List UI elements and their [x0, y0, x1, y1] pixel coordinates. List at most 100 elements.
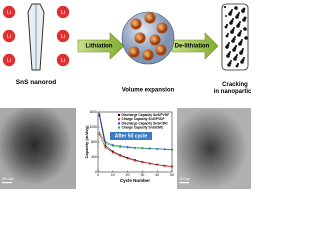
fragment [233, 27, 235, 29]
marker [126, 146, 129, 149]
marker [156, 148, 158, 150]
li-ion [134, 32, 146, 44]
li-ion [149, 34, 161, 46]
y-tick-label: 0 [95, 170, 97, 174]
fragment [226, 43, 230, 47]
marker [98, 131, 101, 134]
fragment [232, 37, 236, 41]
fragment [237, 63, 239, 65]
fragment [235, 15, 239, 19]
fragment [239, 21, 241, 23]
li-ion [155, 44, 167, 56]
annotation: After 50 cycle [115, 134, 148, 140]
graphical-abstract: SnS nanorod Li Li Li Li Li Li Lithiation De-l… [0, 3, 257, 189]
legend-label: Discharge Capacity SnS/PVDF [122, 113, 170, 117]
y-tick-label: 800 [91, 140, 97, 144]
fragment [236, 54, 238, 56]
marker [134, 159, 136, 162]
fragment [230, 60, 232, 62]
fragment [228, 61, 232, 65]
fragment [235, 64, 239, 68]
fragment [226, 24, 228, 26]
legend-label: Charge Capacity SnS/PVDF [122, 117, 165, 121]
fragment [234, 36, 236, 38]
y-tick-label: 1600 [89, 110, 97, 114]
arrow [171, 32, 219, 60]
marker [126, 157, 129, 160]
li-label: Li [61, 58, 65, 64]
li-label: Li [147, 53, 150, 57]
fragment [240, 30, 242, 32]
marker [149, 147, 151, 150]
tem-image [177, 108, 251, 189]
marker [104, 146, 107, 149]
x-tick-label: 10 [111, 173, 115, 177]
fragment [242, 48, 244, 50]
fragment [232, 18, 234, 20]
scale-bar [2, 182, 12, 184]
fragment [243, 57, 245, 59]
fragment [230, 30, 234, 34]
marker [104, 142, 107, 145]
li-ion [2, 29, 16, 43]
li-ion [56, 29, 70, 43]
marker [98, 133, 101, 136]
marker [156, 164, 158, 166]
fragment [239, 51, 243, 55]
scale-bar [179, 182, 189, 184]
y-axis-label: Capacity (mAh/g) [84, 125, 89, 159]
legend-swatch [118, 114, 120, 116]
fragment [231, 9, 233, 11]
scale-label: 20 nm [179, 176, 191, 181]
fragment [225, 34, 229, 38]
fragment [230, 19, 234, 23]
li-label: Li [139, 36, 142, 40]
fragment [224, 25, 228, 29]
x-tick-label: 40 [155, 173, 159, 177]
fragment [228, 42, 230, 44]
marker [141, 161, 144, 164]
li-label: Li [61, 10, 65, 16]
x-tick-label: 30 [140, 173, 144, 177]
li-ion [2, 53, 16, 67]
arrow [77, 32, 125, 60]
fragment [241, 39, 243, 41]
li-ion [130, 18, 142, 30]
li-label: Li [160, 48, 163, 52]
y-tick-label: 1200 [89, 125, 97, 129]
fragment [241, 58, 245, 62]
fragment [244, 36, 248, 40]
label-line: in nanoparticle [214, 89, 251, 95]
li-label: Li [161, 26, 164, 30]
rod-label: SnS nanorod [16, 79, 56, 86]
legend-swatch [118, 118, 120, 121]
fragment [238, 12, 240, 14]
marker [141, 147, 144, 150]
fragment [229, 51, 231, 53]
marker [98, 114, 101, 117]
marker [171, 165, 173, 168]
fragment [224, 6, 226, 8]
y-tick-label: 400 [91, 155, 97, 159]
x-tick-label: 20 [126, 173, 130, 177]
label-line: Cracking [222, 82, 248, 88]
marker [112, 150, 114, 153]
marker [112, 144, 114, 147]
li-label: Li [61, 34, 65, 40]
li-label: Li [133, 50, 136, 54]
legend-swatch [118, 126, 120, 129]
li-ion [156, 22, 168, 34]
li-ion [56, 5, 70, 19]
fragment [237, 22, 241, 26]
li-label: Li [7, 34, 11, 40]
fragment [234, 6, 238, 10]
fragment [228, 12, 232, 16]
x-axis-label: Cycle Number [120, 178, 151, 183]
marker [112, 151, 114, 154]
li-label: Li [149, 16, 152, 20]
legend-label: Charge Capacity SnS/CMC [122, 125, 164, 129]
annotation-box [110, 132, 152, 140]
li-label: Li [7, 58, 11, 64]
arrow-label: Lithiation [86, 44, 113, 50]
